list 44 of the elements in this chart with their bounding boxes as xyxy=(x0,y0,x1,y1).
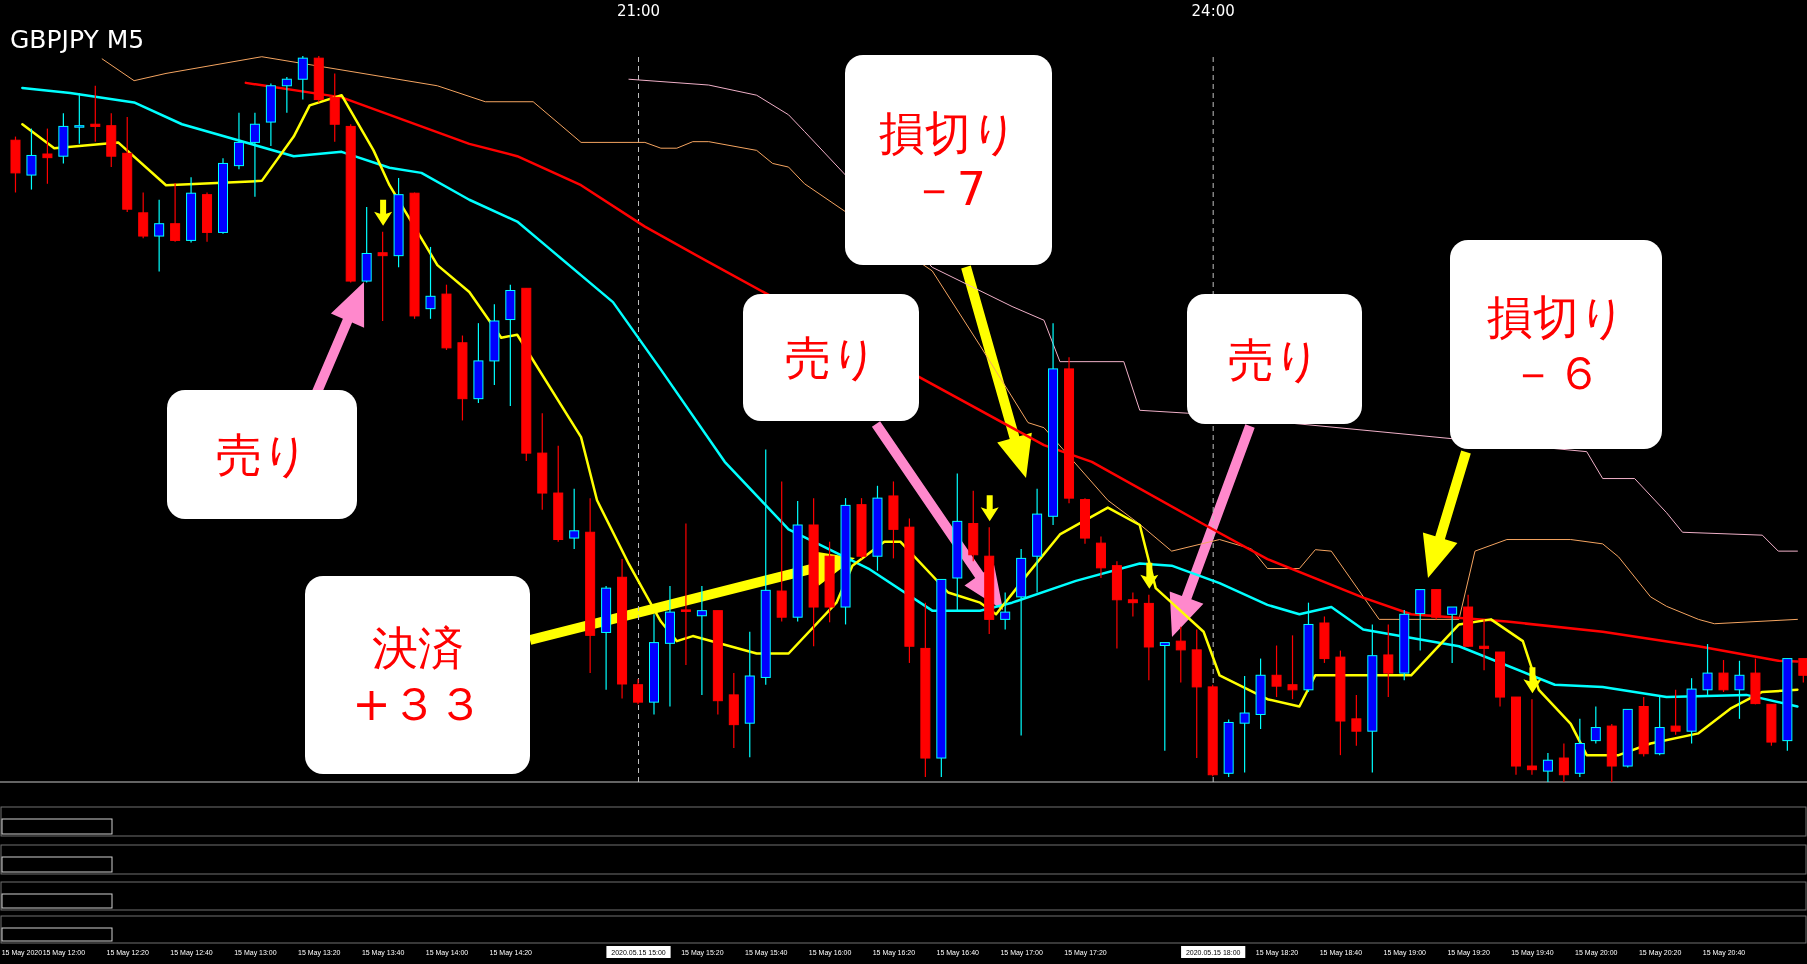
ref-line-label: 21:00 xyxy=(616,2,661,20)
candlestick xyxy=(170,182,181,243)
candlestick xyxy=(1670,689,1681,736)
candlestick xyxy=(74,92,85,145)
candlestick xyxy=(154,199,165,273)
candlestick xyxy=(1159,642,1170,752)
candlestick xyxy=(1415,589,1426,652)
candlestick xyxy=(297,56,308,101)
candlestick xyxy=(569,488,580,550)
candlestick xyxy=(633,678,644,705)
candlestick xyxy=(1447,606,1458,664)
chart-title: GBPJPY M5 xyxy=(10,25,145,54)
candlestick xyxy=(425,246,436,320)
annotation: 売り xyxy=(1228,332,1321,387)
candlestick xyxy=(1287,634,1298,700)
candlestick xyxy=(1239,675,1250,774)
candlestick xyxy=(377,231,388,322)
candlestick xyxy=(1175,626,1186,684)
annotation: 決済 +３３ xyxy=(352,620,483,731)
candlestick xyxy=(1383,623,1394,698)
annotation: 損切り－7 xyxy=(879,105,1018,216)
candlestick xyxy=(680,522,691,666)
candlestick xyxy=(1702,643,1713,696)
candlestick xyxy=(1718,659,1729,693)
candlestick xyxy=(1000,591,1011,631)
candlestick xyxy=(42,128,53,185)
candlestick xyxy=(281,76,292,114)
candlestick xyxy=(1351,694,1362,747)
candlestick xyxy=(1558,742,1569,782)
candlestick xyxy=(233,112,244,170)
candlestick xyxy=(26,128,37,191)
candlestick xyxy=(90,85,101,143)
candlestick xyxy=(696,585,707,696)
candlestick xyxy=(1542,752,1553,782)
ref-line-label: 24:00 xyxy=(1191,2,1235,20)
annotation: 売り xyxy=(215,428,309,483)
candlestick xyxy=(1127,591,1138,618)
candlestick xyxy=(249,112,260,198)
candlestick xyxy=(138,191,149,239)
candlestick xyxy=(1590,705,1601,745)
annotation: 売り xyxy=(784,331,878,386)
candlestick xyxy=(1526,698,1537,776)
annotation: 損切り－６ xyxy=(1486,290,1626,401)
candlestick xyxy=(1271,644,1282,698)
